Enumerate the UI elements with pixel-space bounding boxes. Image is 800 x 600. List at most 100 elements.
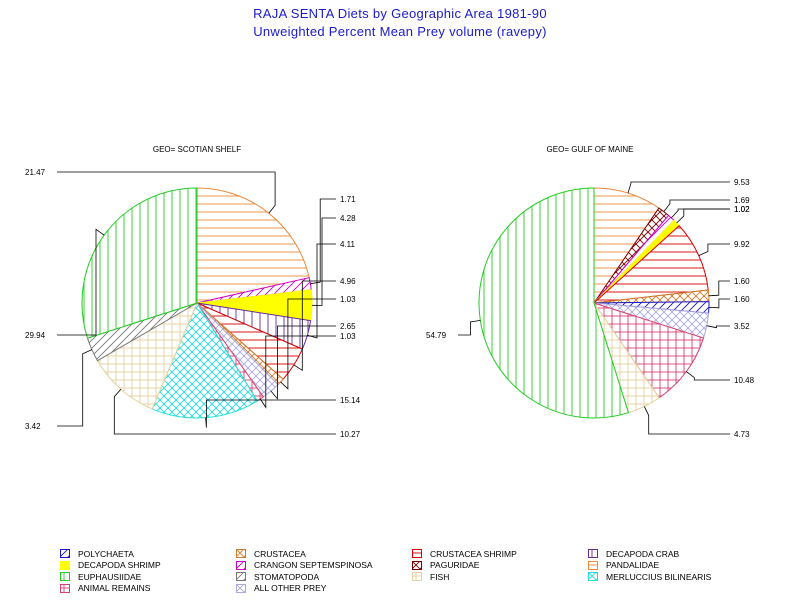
legend-swatch-other	[236, 583, 246, 593]
legend-swatch-euphausiidae	[60, 572, 70, 581]
legend-swatch-crangon	[236, 560, 246, 570]
leader-line	[205, 399, 336, 428]
slice-value-label: 4.96	[340, 277, 356, 286]
leader-line	[708, 280, 730, 297]
legend-item-pandalidae: PANDALIDAE	[588, 560, 659, 571]
leader-line	[627, 181, 730, 194]
slice-value-label: 4.73	[734, 430, 750, 439]
pie-chart-1: GEO= SCOTIAN SHELF 21.47 1.71 4.28 4.11 4.96 1…	[25, 145, 361, 439]
pie-slice-crustacea_shrimp	[592, 225, 709, 304]
leader-line	[458, 320, 481, 336]
slice-value-label: 1.69	[734, 196, 750, 205]
legend-swatch-crustacea_shrimp	[412, 549, 422, 558]
legend-item-decapoda_shrimp: DECAPODA SHRIMP	[60, 560, 161, 571]
leader-line	[643, 406, 730, 435]
legend-item-stomatopoda: STOMATOPODA	[236, 571, 319, 582]
legend-swatch-decapoda_crab	[588, 549, 598, 558]
legend-swatch-pandalidae	[588, 560, 598, 570]
legend-label: FISH	[430, 571, 450, 582]
pie-charts-canvas: GEO= SCOTIAN SHELF 21.47 1.71 4.28 4.11 4.96 1…	[25, 145, 755, 439]
slice-value-label: 9.53	[734, 178, 750, 187]
leader-line	[280, 298, 336, 390]
legend-label: CRANGON SEPTEMSPINOSA	[254, 560, 373, 570]
leader-line	[270, 325, 336, 400]
legend-label: DECAPODA CRAB	[606, 548, 680, 559]
legend: POLYCHAETA CRUSTACEA CRUSTACEA SHRIMP DECAP…	[60, 548, 760, 594]
leader-line	[307, 243, 336, 339]
leader-line	[686, 371, 730, 381]
slice-value-label: 1.03	[340, 332, 356, 341]
leader-line	[706, 325, 730, 329]
legend-item-euphausiidae: EUPHAUSIIDAE	[60, 571, 141, 582]
leader-line	[311, 217, 336, 306]
leader-line	[57, 228, 105, 336]
legend-label: DECAPODA SHRIMP	[78, 560, 161, 570]
leader-line	[676, 208, 730, 224]
slice-value-label: 10.48	[734, 376, 755, 385]
slice-value-label: 21.47	[25, 168, 46, 177]
legend-item-crustacea: CRUSTACEA	[236, 548, 306, 559]
legend-label: MERLUCCIUS BILINEARIS	[606, 571, 712, 582]
leader-line	[113, 388, 336, 435]
slice-value-label: 4.11	[340, 240, 356, 249]
legend-swatch-stomatopoda	[236, 572, 246, 581]
leader-line	[708, 298, 730, 309]
slice-value-label: 54.79	[426, 331, 447, 340]
legend-item-polychaeta: POLYCHAETA	[60, 548, 134, 559]
pie-slice-merluccius	[151, 301, 258, 419]
pie-title: GEO= GULF OF MAINE	[547, 145, 634, 154]
legend-label: POLYCHAETA	[78, 548, 134, 559]
slice-value-label: 1.03	[340, 295, 356, 304]
legend-label: CRUSTACEA	[254, 548, 306, 559]
slice-value-label: 29.94	[25, 331, 46, 340]
slice-value-label: 1.02	[734, 205, 750, 214]
leader-line	[663, 199, 730, 212]
legend-item-crustacea_shrimp: CRUSTACEA SHRIMP	[412, 548, 517, 559]
pie-slice-euphausiidae	[478, 187, 630, 419]
legend-item-fish: FISH	[412, 571, 449, 582]
legend-swatch-animal_remains	[60, 583, 70, 593]
legend-swatch-polychaeta	[60, 549, 70, 558]
pie-slice-animal_remains	[592, 302, 705, 399]
legend-item-merluccius: MERLUCCIUS BILINEARIS	[588, 571, 711, 582]
pie-slice-fish	[96, 301, 199, 410]
legend-item-paguridae: PAGURIDAE	[412, 560, 479, 571]
legend-label: STOMATOPODA	[254, 571, 320, 582]
legend-item-decapoda_crab: DECAPODA CRAB	[588, 548, 679, 559]
slice-value-label: 1.02	[734, 205, 750, 214]
legend-label: PAGURIDAE	[430, 560, 480, 570]
leader-line	[57, 171, 276, 214]
slice-value-label: 1.71	[340, 195, 356, 204]
legend-swatch-crustacea	[236, 549, 246, 558]
legend-swatch-merluccius	[588, 572, 598, 581]
chart-title-line1: RAJA SENTA Diets by Geographic Area 1981…	[253, 6, 547, 21]
legend-swatch-fish	[412, 572, 422, 581]
pie-slice-euphausiidae	[81, 187, 198, 339]
legend-item-other: ALL OTHER PREY	[236, 583, 326, 594]
pie-title: GEO= SCOTIAN SHELF	[153, 145, 241, 154]
legend-label: EUPHAUSIIDAE	[78, 571, 142, 582]
slice-value-label: 4.28	[340, 214, 356, 223]
legend-item-animal_remains: ANIMAL REMAINS	[60, 583, 150, 594]
slice-value-label: 3.42	[25, 422, 41, 431]
legend-label: ANIMAL REMAINS	[78, 583, 151, 593]
slice-value-label: 3.52	[734, 322, 750, 331]
legend-item-crangon: CRANGON SEPTEMSPINOSA	[236, 560, 373, 571]
slice-value-label: 10.27	[340, 430, 361, 439]
legend-swatch-decapoda_shrimp	[60, 560, 70, 570]
slice-value-label: 9.92	[734, 240, 750, 249]
leader-line	[698, 243, 730, 256]
slice-value-label: 15.14	[340, 396, 361, 405]
legend-label: ALL OTHER PREY	[254, 583, 327, 593]
slice-value-label: 1.60	[734, 277, 750, 286]
legend-swatch-paguridae	[412, 560, 422, 570]
leader-line	[259, 335, 336, 409]
legend-label: CRUSTACEA SHRIMP	[430, 548, 517, 559]
chart-title-line2: Unweighted Percent Mean Prey volume (rav…	[253, 24, 547, 39]
legend-label: PANDALIDAE	[606, 560, 660, 570]
leader-line	[310, 198, 336, 285]
slice-value-label: 1.60	[734, 295, 750, 304]
leader-line	[671, 208, 730, 219]
leader-line	[57, 349, 93, 427]
pie-chart-2: GEO= GULF OF MAINE9.531.691.021.029.921.…	[426, 145, 755, 439]
